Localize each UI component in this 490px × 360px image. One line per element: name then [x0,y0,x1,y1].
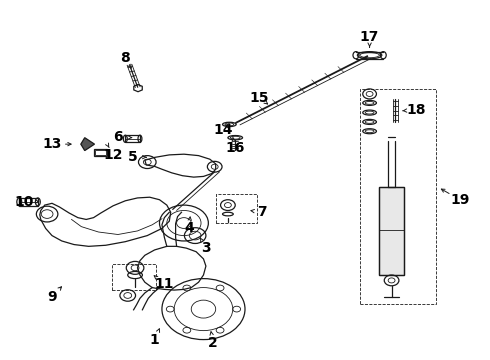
Text: 13: 13 [42,137,62,151]
Text: 5: 5 [128,150,138,164]
Text: 8: 8 [121,51,130,65]
Text: 18: 18 [406,103,426,117]
Polygon shape [81,138,95,150]
Bar [94,149,107,156]
Bar [125,135,140,142]
Bar [19,198,38,206]
Text: 2: 2 [208,336,218,350]
Bar [216,194,257,223]
Text: 3: 3 [201,241,211,255]
Text: 19: 19 [450,193,470,207]
Text: 1: 1 [150,333,159,347]
Bar [112,264,156,290]
Text: 14: 14 [213,123,233,137]
Bar [360,89,436,304]
Text: 17: 17 [360,30,379,44]
Text: 15: 15 [250,90,270,104]
Text: 11: 11 [155,277,174,291]
Text: 4: 4 [184,221,194,235]
Bar [95,150,106,155]
Text: 16: 16 [225,141,245,155]
Bar [379,187,404,275]
Bar [379,187,404,275]
Text: 12: 12 [103,148,123,162]
Text: 6: 6 [113,130,123,144]
Text: 9: 9 [47,289,57,303]
Text: 10: 10 [15,194,34,208]
Text: 7: 7 [257,205,267,219]
